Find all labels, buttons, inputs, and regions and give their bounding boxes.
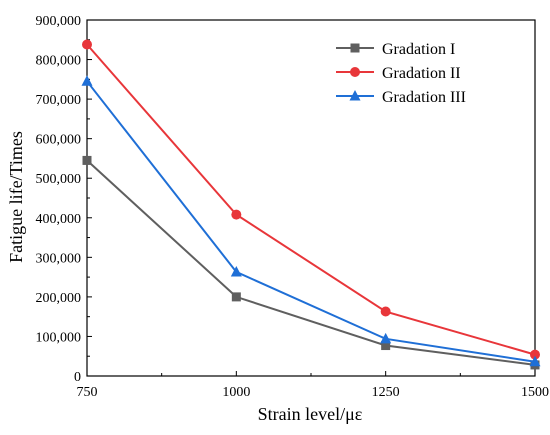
y-tick-label: 400,000 [36,212,82,227]
data-point [530,349,540,360]
legend-label: Gradation II [382,65,461,82]
series-line [86,43,536,356]
data-point [82,155,92,165]
legend-item: Gradation III [336,89,466,106]
data-point [231,209,242,220]
data-point [380,306,391,317]
data-point [81,75,93,86]
y-tick-label: 800,000 [36,54,82,69]
y-tick-label: 100,000 [36,330,82,345]
y-tick-label: 500,000 [36,172,82,187]
series-3 [81,75,541,367]
data-point [529,355,541,367]
legend-marker [350,67,360,77]
y-tick-label: 0 [74,370,81,385]
legend-label: Gradation I [382,41,455,58]
y-tick-label: 300,000 [36,251,82,266]
x-tick-label: 1000 [222,385,250,400]
series-line [86,159,536,366]
series-line [86,80,536,363]
y-tick-label: 600,000 [36,133,82,148]
y-tick-label: 900,000 [36,14,82,29]
legend-marker [349,90,361,101]
x-tick-label: 750 [77,385,98,400]
legend-marker [350,43,360,53]
y-tick-label: 700,000 [36,93,82,108]
y-axis-title: Fatigue life/Times [6,131,26,263]
x-axis-title: Strain level/με [258,404,363,424]
legend-item: Gradation II [336,65,461,82]
x-tick-label: 1250 [372,385,400,400]
y-tick-label: 200,000 [36,291,82,306]
series-layer [81,39,541,370]
x-tick-label: 1500 [521,385,549,400]
legend-label: Gradation III [382,89,466,106]
legend: Gradation I Gradation II Gradation III [336,41,466,106]
data-point [82,39,92,50]
series-2 [82,39,540,360]
legend-item: Gradation I [336,41,455,58]
data-point [380,332,392,344]
data-point [231,292,241,302]
plot-frame [86,19,536,377]
data-point [381,341,391,351]
data-point [230,265,242,277]
axes: 0 100,000 200,000 300,000 400,000 500,000 600,… [36,14,550,400]
